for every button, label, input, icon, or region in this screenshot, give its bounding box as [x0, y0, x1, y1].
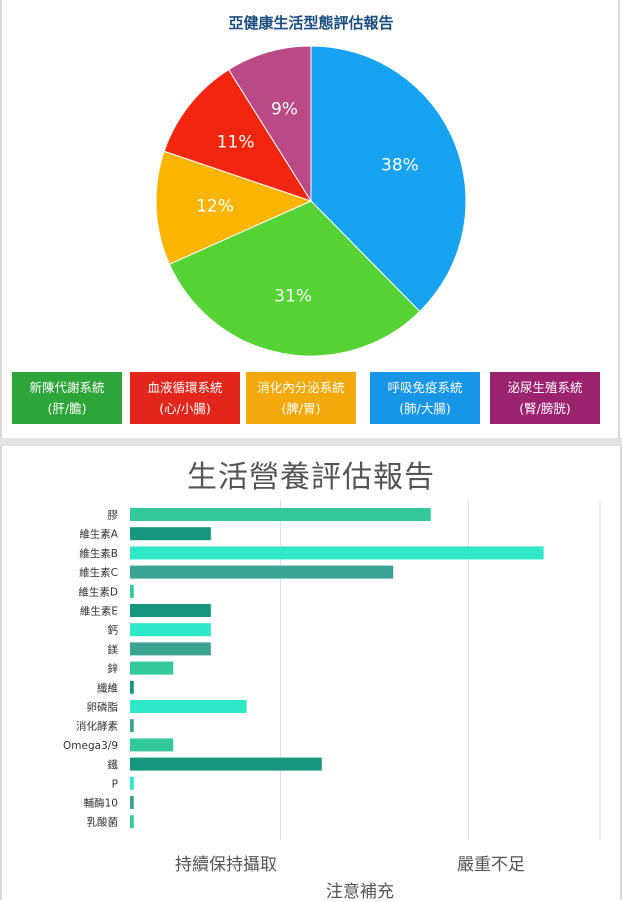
bar-3 [130, 565, 394, 579]
bar-9 [130, 680, 134, 694]
legend-item-4: 泌尿生殖系統 (腎/膀胱) [490, 372, 600, 424]
legend-sublabel: (肝/膽) [47, 401, 87, 416]
pie-slice-2 [155, 150, 313, 265]
bar-1 [130, 527, 211, 541]
bar-chart-title: 生活營養評估報告 [187, 460, 435, 495]
bar-category-label: 鈣 [108, 624, 119, 637]
pie-slice-0 [310, 45, 467, 313]
legend-label: 血液循環系統 [147, 380, 223, 395]
bar-13 [130, 757, 322, 771]
bar-0 [130, 508, 431, 521]
pie-slice-label-4: 9% [271, 100, 298, 120]
bar-category-label: P [112, 778, 118, 790]
bar-5 [130, 604, 211, 617]
pie-slice-label-1: 31% [274, 286, 312, 306]
bar-category-label: 鋅 [108, 662, 119, 675]
bar-2 [130, 546, 544, 560]
bar-category-label: 維生素B [79, 547, 118, 560]
legend-sublabel: (脾/胃) [281, 401, 321, 416]
bar-category-label: 輔酶10 [84, 797, 118, 810]
bar-14 [130, 776, 134, 790]
panel-divider [0, 438, 622, 446]
bar-category-label: 鐵 [108, 758, 119, 771]
bar-category-label: 維生素C [79, 566, 118, 579]
legend-item-2: 消化內分泌系統 (脾/胃) [246, 372, 356, 424]
legend-sublabel: (肺/大腸) [399, 401, 451, 416]
legend-item-0: 新陳代謝系統 (肝/膽) [12, 372, 122, 424]
legend-label: 新陳代謝系統 [29, 380, 105, 395]
bar-11 [130, 719, 134, 733]
zone-label-0: 持續保持攝取 [175, 855, 277, 875]
legend-item-3: 呼吸免疫系統 (肺/大腸) [370, 372, 480, 424]
zone-label-1: 注意補充 [326, 882, 394, 902]
legend-item-1: 血液循環系統 (心/小腸) [130, 372, 240, 424]
pie-chart-title: 亞健康生活型態評估報告 [228, 14, 394, 32]
zone-label-2: 嚴重不足 [457, 855, 525, 875]
bar-4 [130, 584, 134, 598]
bar-category-label: 消化酵素 [76, 720, 118, 733]
bar-category-label: 鎂 [108, 643, 119, 656]
pie-slice-label-0: 38% [381, 156, 419, 176]
bar-category-label: 纖維 [97, 681, 118, 694]
pie-slice-4 [227, 45, 312, 203]
bar-12 [130, 738, 174, 752]
bar-6 [130, 623, 211, 637]
bar-15 [130, 796, 134, 809]
pie-slice-3 [163, 68, 313, 202]
pie-slice-label-3: 11% [217, 132, 255, 152]
pie-chart: 38% 31% 12% 11% 9% [155, 45, 467, 357]
bar-7 [130, 642, 211, 656]
bar-category-label: 維生素A [79, 528, 118, 541]
bar-category-label: Omega3/9 [63, 740, 118, 752]
pie-slice-1 [168, 200, 421, 357]
bar-16 [130, 815, 134, 829]
legend-label: 消化內分泌系統 [257, 380, 345, 395]
bar-category-label: 維生素E [80, 605, 118, 618]
legend-sublabel: (心/小腸) [159, 401, 211, 416]
legend-label: 呼吸免疫系統 [387, 380, 463, 395]
legend-sublabel: (腎/膀胱) [519, 401, 571, 416]
pie-legend: 新陳代謝系統 (肝/膽) 血液循環系統 (心/小腸) 消化內分泌系統 (脾/胃) 呼吸免疫系… [0, 372, 622, 428]
bar-panel [0, 446, 622, 900]
bar-8 [130, 661, 174, 675]
pie-slice-label-2: 12% [196, 196, 234, 216]
bar-category-label: 維生素D [78, 585, 118, 598]
legend-label: 泌尿生殖系統 [507, 380, 583, 395]
bar-category-label: 卵磷脂 [87, 701, 119, 714]
bar-10 [130, 700, 247, 713]
bar-category-label: 膠 [108, 510, 119, 522]
bar-category-label: 乳酸菌 [87, 816, 119, 829]
